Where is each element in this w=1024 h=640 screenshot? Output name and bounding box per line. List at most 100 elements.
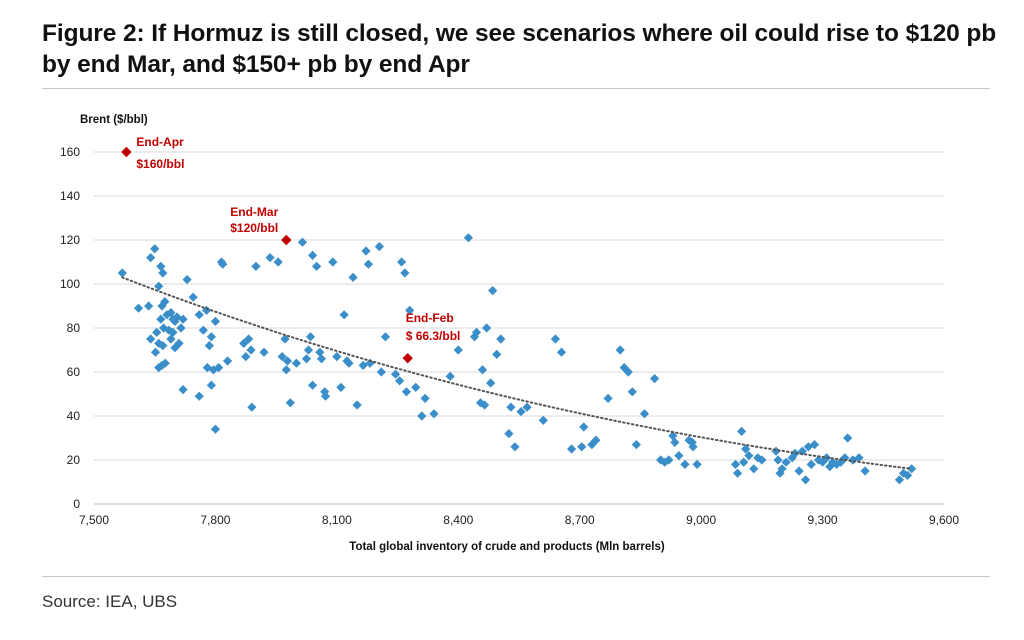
data-point bbox=[265, 253, 275, 263]
data-point bbox=[417, 411, 427, 421]
top-divider bbox=[42, 88, 990, 89]
x-tick-label: 8,700 bbox=[565, 513, 595, 527]
data-point bbox=[453, 345, 463, 355]
data-point bbox=[794, 466, 804, 476]
y-tick-label: 60 bbox=[67, 365, 81, 379]
data-point bbox=[303, 345, 314, 355]
highlight-value: $120/bbl bbox=[230, 221, 278, 235]
data-point bbox=[182, 275, 192, 285]
data-point bbox=[344, 358, 354, 368]
data-points bbox=[117, 233, 917, 485]
data-point bbox=[210, 316, 221, 326]
data-point bbox=[753, 453, 763, 463]
data-point bbox=[146, 334, 156, 344]
data-point bbox=[144, 301, 154, 311]
data-point bbox=[516, 407, 526, 417]
data-point bbox=[800, 475, 811, 485]
data-point bbox=[744, 451, 754, 461]
highlight-point bbox=[281, 234, 292, 246]
data-point bbox=[285, 398, 295, 408]
data-point bbox=[664, 455, 674, 465]
data-point bbox=[674, 451, 684, 461]
source-note: Source: IEA, UBS bbox=[42, 592, 178, 611]
data-point bbox=[176, 323, 186, 333]
data-point bbox=[411, 382, 421, 392]
data-point bbox=[749, 464, 759, 474]
data-point bbox=[332, 352, 342, 362]
data-point bbox=[603, 393, 613, 403]
data-point bbox=[154, 281, 164, 291]
data-point bbox=[577, 442, 587, 452]
data-point bbox=[312, 261, 322, 271]
data-point bbox=[445, 371, 455, 381]
data-point bbox=[152, 327, 162, 337]
highlight-points: End-Apr $160/bbl End-Mar $120/bbl End-Feb $ 6… bbox=[121, 135, 461, 364]
data-point bbox=[492, 349, 502, 359]
data-point bbox=[688, 442, 698, 452]
x-tick-label: 8,400 bbox=[443, 513, 473, 527]
data-point bbox=[660, 457, 670, 467]
highlight-value: $ 66.3/bbl bbox=[406, 329, 461, 343]
data-point bbox=[159, 323, 169, 333]
data-point bbox=[623, 367, 633, 377]
data-point bbox=[259, 347, 269, 357]
data-point bbox=[840, 453, 850, 463]
data-point bbox=[133, 303, 144, 313]
data-point bbox=[825, 462, 835, 472]
data-point bbox=[488, 286, 498, 296]
data-point bbox=[150, 244, 160, 254]
highlight-value: $160/bbl bbox=[136, 157, 184, 171]
data-point bbox=[429, 409, 439, 419]
data-point bbox=[374, 242, 384, 252]
data-point bbox=[315, 347, 325, 357]
data-point bbox=[757, 455, 767, 465]
data-point bbox=[244, 334, 254, 344]
data-point bbox=[420, 393, 430, 403]
data-point bbox=[160, 358, 170, 368]
data-point bbox=[281, 365, 291, 375]
data-point bbox=[297, 237, 308, 247]
data-point bbox=[307, 380, 318, 390]
data-point bbox=[692, 459, 702, 469]
x-tick-label: 9,600 bbox=[929, 513, 959, 527]
scatter-chart: 0 20 40 60 80 100 120 140 160 7,500 7,800 8,100 8,4… bbox=[60, 114, 959, 553]
chart-title: Figure 2: If Hormuz is still closed, we … bbox=[42, 20, 997, 78]
data-point bbox=[556, 347, 567, 357]
data-point bbox=[397, 257, 407, 267]
data-point bbox=[365, 358, 375, 368]
data-point bbox=[198, 325, 208, 335]
data-point bbox=[817, 457, 828, 467]
data-point bbox=[339, 310, 349, 320]
data-point bbox=[732, 468, 743, 478]
data-point bbox=[463, 233, 474, 243]
data-point bbox=[843, 433, 853, 443]
data-point bbox=[836, 457, 846, 467]
x-axis-title: Total global inventory of crude and prod… bbox=[349, 541, 665, 553]
data-point bbox=[178, 314, 188, 324]
data-point bbox=[316, 354, 327, 364]
x-tick-label: 9,300 bbox=[808, 513, 838, 527]
data-point bbox=[741, 444, 751, 454]
x-tick-labels: 7,500 7,800 8,100 8,400 8,700 9,000 9,300 9,600 bbox=[79, 513, 959, 527]
data-point bbox=[390, 369, 401, 379]
y-tick-label: 100 bbox=[60, 277, 80, 291]
data-point bbox=[168, 327, 178, 337]
data-point bbox=[352, 400, 362, 410]
data-point bbox=[178, 385, 188, 395]
data-point bbox=[506, 402, 516, 412]
data-point bbox=[587, 440, 597, 450]
bottom-divider bbox=[42, 576, 990, 577]
y-tick-label: 20 bbox=[67, 453, 81, 467]
data-point bbox=[158, 268, 168, 278]
data-point bbox=[361, 246, 371, 256]
data-point bbox=[486, 378, 496, 388]
data-point bbox=[475, 398, 486, 408]
data-point bbox=[860, 466, 870, 476]
data-point bbox=[538, 415, 548, 425]
data-point bbox=[567, 444, 577, 454]
data-point bbox=[188, 292, 198, 302]
data-point bbox=[400, 268, 410, 278]
data-point bbox=[157, 301, 167, 311]
data-point bbox=[477, 365, 488, 375]
data-point bbox=[619, 363, 629, 373]
